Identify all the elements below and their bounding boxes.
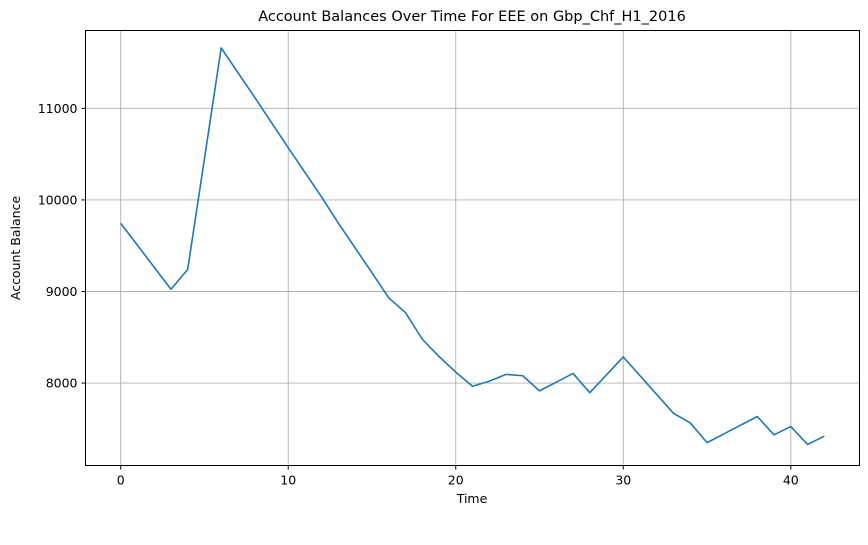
x-axis-label: Time [456,491,488,506]
y-axis-ticks: 8000 9000 10000 11000 [38,101,86,391]
x-tick-label: 10 [280,473,296,488]
x-axis-ticks: 0 10 20 30 40 [117,465,799,488]
x-tick-label: 0 [117,473,125,488]
x-tick-label: 30 [615,473,631,488]
y-axis-label: Account Balance [8,196,23,301]
y-tick-label: 11000 [38,101,78,116]
y-tick-label: 9000 [46,284,78,299]
y-tick-label: 10000 [38,192,78,207]
x-tick-label: 40 [783,473,799,488]
plot-frame [85,30,860,466]
chart-title: Account Balances Over Time For EEE on Gb… [258,9,686,25]
x-tick-label: 20 [448,473,464,488]
y-tick-label: 8000 [46,376,78,391]
grid-lines [85,30,860,466]
series-line-account-balance [120,47,825,446]
